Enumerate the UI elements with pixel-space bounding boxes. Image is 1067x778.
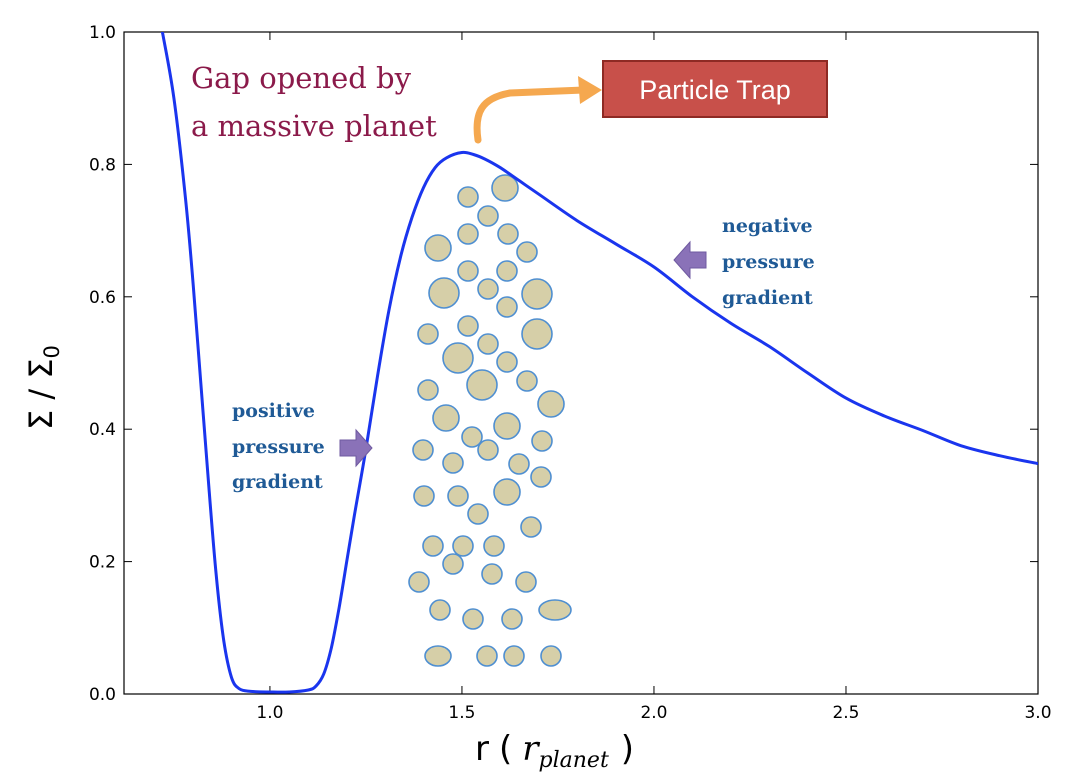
x-tick-label: 1.0 [256,703,283,723]
dust-particle [540,645,562,667]
dust-particle [461,426,483,448]
dust-particle [428,277,460,309]
dust-particle [491,174,519,202]
dust-particle [483,535,505,557]
dust-particle [422,535,444,557]
dust-particle [530,466,552,488]
dust-particle [497,223,519,245]
negative-gradient-arrow [673,240,707,280]
dust-particle [516,370,538,392]
positive-gradient-line3: gradient [232,471,323,493]
y-axis-title: Σ / Σ0 [22,345,64,430]
positive-gradient-line2: pressure [232,436,325,458]
dust-particle [493,412,521,440]
dust-particle [417,323,439,345]
gap-annotation-line1: Gap opened by [191,61,412,95]
y-tick-label: 0.6 [89,288,116,308]
positive-gradient-line1: positive [232,400,315,422]
x-tick-label: 2.0 [640,703,667,723]
dust-particle [442,342,474,374]
dust-particle [429,599,451,621]
dust-particle [442,452,464,474]
particle-trap-box [602,60,828,118]
dust-particle [424,234,452,262]
dust-particle [477,333,499,355]
y-tick-label: 0.2 [89,553,116,573]
dust-particle [476,645,498,667]
dust-particle [417,379,439,401]
dust-particle [412,439,434,461]
dust-particle [537,390,565,418]
dust-particle [481,563,503,585]
x-tick-label: 3.0 [1024,703,1051,723]
x-tick-label: 2.5 [832,703,859,723]
x-axis: 1.0 1.5 2.0 2.5 3.0 [256,32,1052,723]
dust-particle [503,645,525,667]
particle-trap-label: Particle Trap [639,75,791,105]
dust-particle [452,535,474,557]
x-axis-title-r: r [475,729,489,769]
y-axis-title-sub: 0 [40,345,64,358]
dust-particle [496,351,518,373]
dust-particle [447,485,469,507]
y-tick-label: 0.8 [89,155,116,175]
particle-trap-arrow [473,86,588,144]
dust-particle [521,318,553,350]
dust-particle [501,608,523,630]
dust-particle [457,260,479,282]
dust-particle [457,315,479,337]
y-tick-label: 1.0 [89,23,116,43]
y-tick-label: 0.0 [89,685,116,705]
dust-particle [457,223,479,245]
dust-particle [496,260,518,282]
dust-particle [467,503,489,525]
negative-gradient-line2: pressure [722,251,815,273]
x-axis-title-sub: planet [539,748,609,773]
dust-particle [424,645,452,667]
dust-particle [496,296,518,318]
surface-density-line [160,32,1038,694]
dust-particle [531,430,553,452]
dust-particle [462,608,484,630]
negative-gradient-line3: gradient [722,287,813,309]
y-axis-title-main: Σ / Σ [22,358,60,430]
dust-particle [477,205,499,227]
negative-gradient-line1: negative [722,215,813,237]
dust-particle [477,278,499,300]
dust-particle [515,571,537,593]
dust-particle [516,241,538,263]
dust-particle [442,553,464,575]
dust-particle [538,599,572,621]
dust-particle [413,485,435,507]
particle-trap-arrowhead [578,76,602,104]
x-axis-title: r(rplanet) [475,729,634,773]
dust-particle [408,571,430,593]
plot-frame [123,31,1039,695]
dust-particle [457,186,479,208]
positive-gradient-arrow [339,428,373,468]
x-tick-label: 1.5 [448,703,475,723]
x-axis-title-base: r [522,729,540,769]
y-axis: 0.0 0.2 0.4 0.6 0.8 1.0 [89,23,1038,705]
dust-particle [432,404,460,432]
gap-annotation-line2: a massive planet [191,109,437,143]
dust-particle [521,278,553,310]
dust-particle [466,369,498,401]
dust-particle [477,439,499,461]
dust-particle [508,453,530,475]
dust-particle [520,516,542,538]
y-tick-label: 0.4 [89,420,116,440]
particle-cluster [408,174,572,667]
dust-particle [493,478,521,506]
